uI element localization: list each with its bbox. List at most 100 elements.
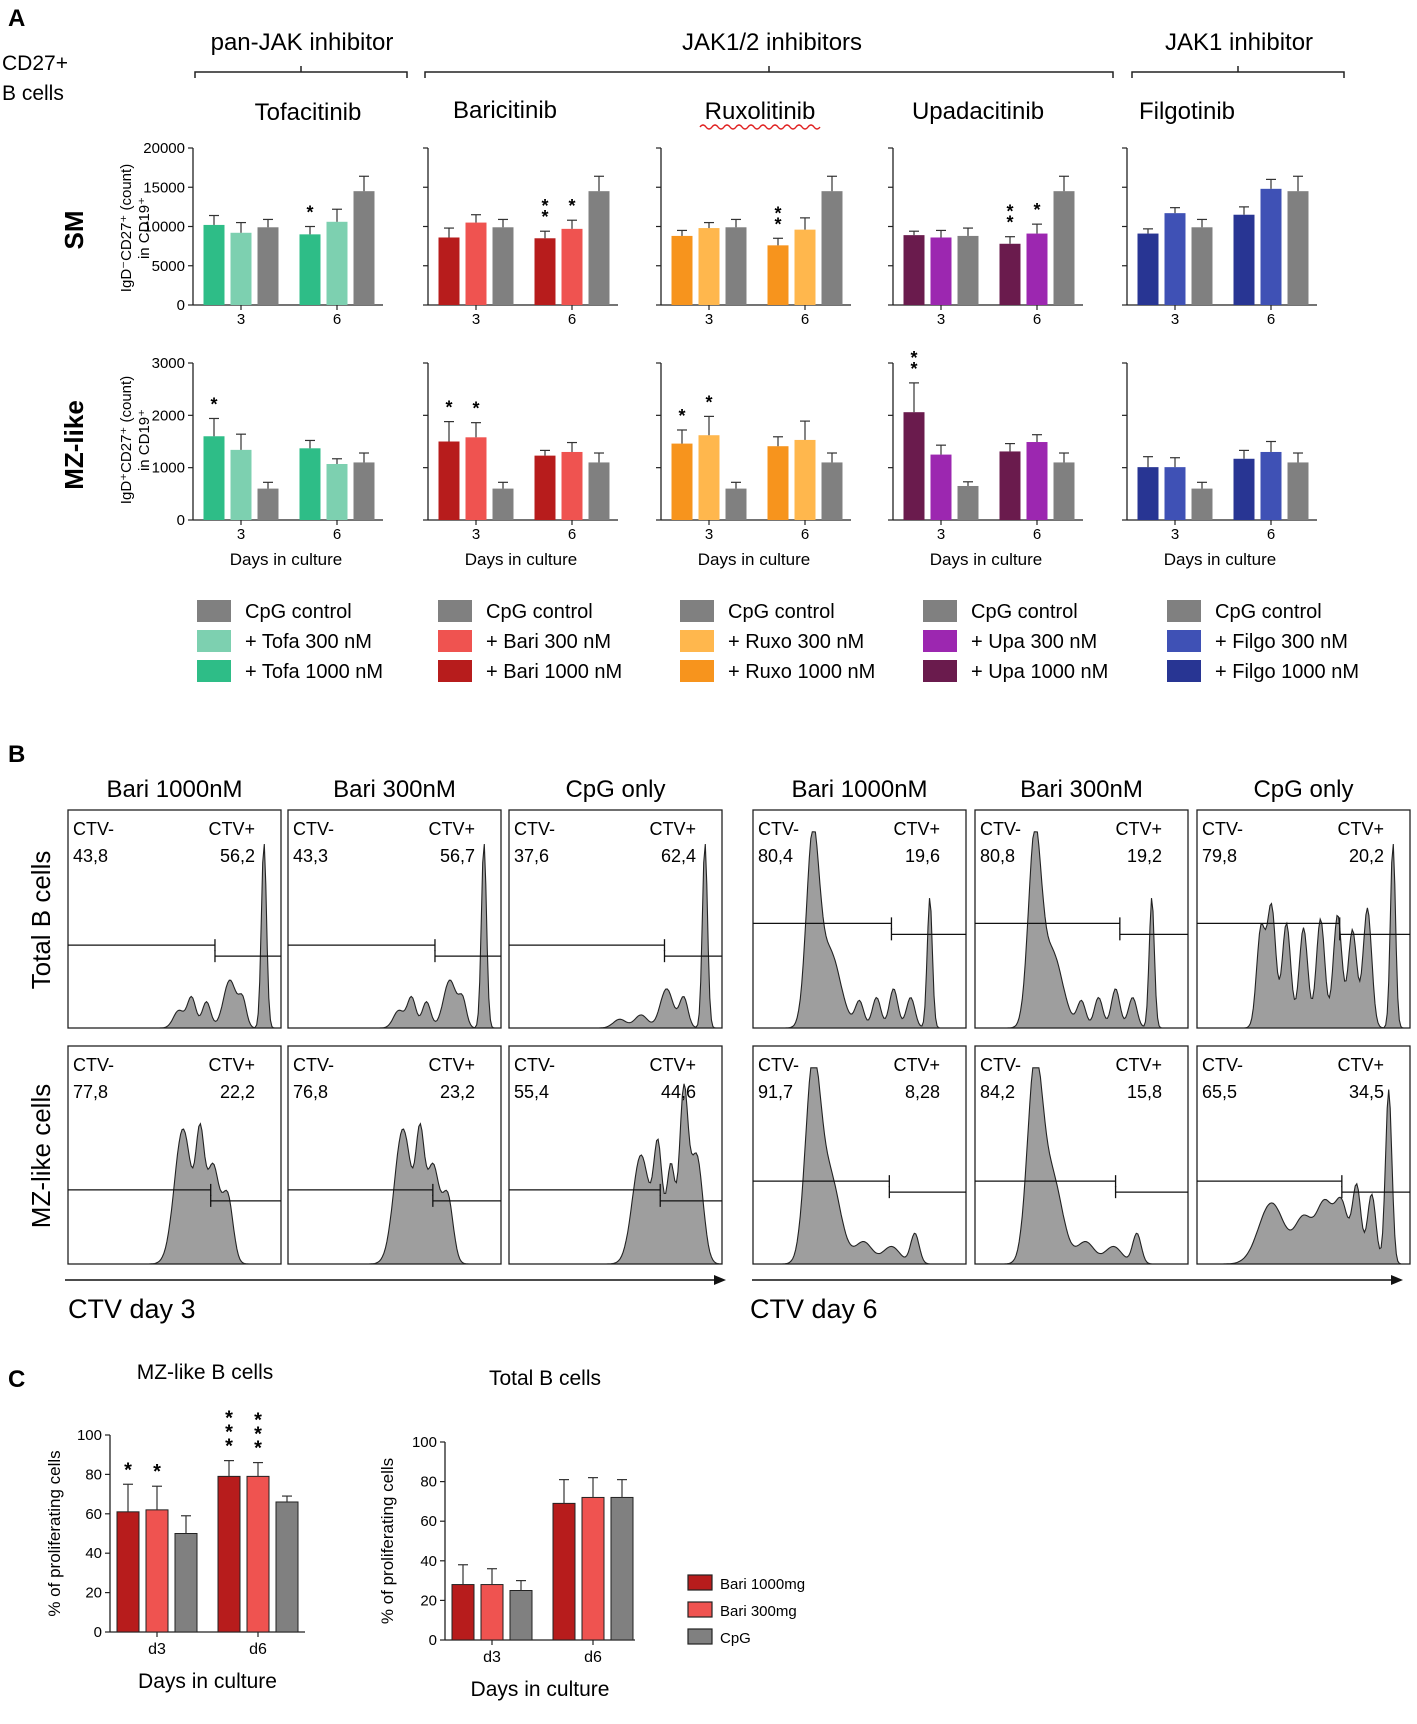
bar (1137, 233, 1159, 305)
gate-value-pos: 56,7 (440, 846, 475, 866)
histogram-cell: CTV- 80,4 CTV+ 19,6 (752, 809, 967, 1029)
gate-label-neg: CTV- (514, 819, 555, 839)
gate-label-pos: CTV+ (428, 1055, 475, 1075)
legend-label: CpG control (486, 601, 593, 623)
bar (275, 1501, 299, 1633)
legend-label: + Bari 1000 nM (486, 661, 622, 683)
gate-value-neg: 43,3 (293, 846, 328, 866)
bar (698, 228, 720, 305)
y-tick-label: 100 (412, 1434, 437, 1451)
bar-chart: 3 6 ** (656, 147, 851, 328)
histogram-column-title: Bari 1000nM (106, 776, 242, 803)
bar (480, 1584, 504, 1641)
x-tick-label: 6 (801, 526, 809, 543)
gate-label-pos: CTV+ (208, 819, 255, 839)
gate-value-neg: 80,8 (980, 846, 1015, 866)
ylabel-mz-line2: in CD19⁺ (136, 409, 153, 471)
significance-star: * (210, 394, 217, 414)
y-tick-label: 60 (420, 1513, 437, 1530)
bar (299, 448, 321, 520)
bar (299, 234, 321, 305)
x-tick-label: 3 (1171, 311, 1179, 328)
x-tick-label: d3 (148, 1641, 166, 1658)
legend-swatch (1167, 600, 1201, 622)
gate-label-pos: CTV+ (428, 819, 475, 839)
bar (588, 191, 610, 305)
gate-label-neg: CTV- (758, 819, 799, 839)
gate-label-neg: CTV- (980, 819, 1021, 839)
row-label-mz-like-cells: MZ-like cells (26, 1084, 56, 1228)
legend-label: CpG control (245, 601, 352, 623)
gate-label-pos: CTV+ (1115, 1055, 1162, 1075)
x-tick-label: 6 (801, 311, 809, 328)
bar (821, 191, 843, 305)
bar (116, 1511, 140, 1633)
gate-label-pos: CTV+ (649, 1055, 696, 1075)
gate-value-pos: 19,6 (905, 846, 940, 866)
bar (465, 437, 487, 520)
histogram-column-title: Bari 300nM (1020, 776, 1143, 803)
gate-label-pos: CTV+ (893, 819, 940, 839)
gate-value-pos: 20,2 (1349, 846, 1384, 866)
bar (438, 441, 460, 520)
bar (203, 224, 225, 305)
legend-filgo: CpG control + Filgo 300 nM + Filgo 1000 nM (1167, 600, 1359, 683)
gate-value-pos: 15,8 (1127, 1082, 1162, 1102)
bar (1260, 188, 1282, 305)
gate-label-neg: CTV- (1202, 1055, 1243, 1075)
panel-a-legends: CpG control+ Tofa 300 nM+ Tofa 1000 nMCp… (197, 600, 1359, 683)
histogram-curve (68, 1122, 281, 1265)
ylabel-mz-line1: IgD⁺CD27⁺ (count) (118, 376, 135, 504)
bar (725, 488, 747, 520)
y-tick-label: 40 (420, 1553, 437, 1570)
bar (451, 1584, 475, 1641)
bar (767, 446, 789, 520)
x-tick-label: 3 (1171, 526, 1179, 543)
bar (671, 235, 693, 305)
bar (999, 451, 1021, 520)
x-tick-label: d3 (483, 1649, 501, 1666)
bar (561, 451, 583, 520)
chart-title: MZ-like B cells (137, 1361, 274, 1384)
group-brackets (194, 66, 1345, 78)
ctv-label-day3: CTV day 3 (68, 1294, 196, 1324)
legend-swatch (687, 1628, 713, 1645)
y-tick-label: 5000 (152, 258, 185, 275)
bar (465, 222, 487, 305)
y-tick-label: 0 (177, 297, 185, 314)
gate-value-neg: 43,8 (73, 846, 108, 866)
gate-value-pos: 19,2 (1127, 846, 1162, 866)
bar (1260, 451, 1282, 520)
significance-star: * (225, 1408, 233, 1430)
y-tick-label: 0 (177, 512, 185, 529)
legend-swatch (680, 600, 714, 622)
drug-title-baricitinib: Baricitinib (453, 97, 557, 124)
significance-star: * (472, 399, 479, 419)
histogram-cell: CTV- 76,8 CTV+ 23,2 (287, 1045, 502, 1265)
significance-star: * (705, 392, 712, 412)
significance-star: * (541, 207, 548, 227)
bar-chart: 3 6 Days in culture (1122, 362, 1317, 569)
legend-swatch (680, 660, 714, 682)
histogram-frame (508, 1045, 723, 1265)
legend-label: + Ruxo 300 nM (728, 631, 864, 653)
bar (794, 439, 816, 520)
significance-star: * (254, 1424, 262, 1446)
histogram-column-title: Bari 1000nM (791, 776, 927, 803)
significance-star: * (254, 1410, 262, 1432)
histogram-frame (752, 809, 967, 1029)
bar (671, 443, 693, 520)
panel-b-label: B (8, 741, 25, 768)
legend-label: + Filgo 1000 nM (1215, 661, 1359, 683)
y-tick-label: 2000 (152, 407, 185, 424)
ylabel-sm-line1: IgD⁻CD27⁺ (count) (118, 164, 135, 292)
legend-swatch (438, 660, 472, 682)
legend-label: + Tofa 300 nM (245, 631, 372, 653)
bar (1053, 462, 1075, 520)
y-tick-label: 20 (85, 1585, 102, 1602)
bar (794, 229, 816, 305)
gate-value-neg: 91,7 (758, 1082, 793, 1102)
ylabel-sm-line2: in CD19⁺ (136, 197, 153, 259)
